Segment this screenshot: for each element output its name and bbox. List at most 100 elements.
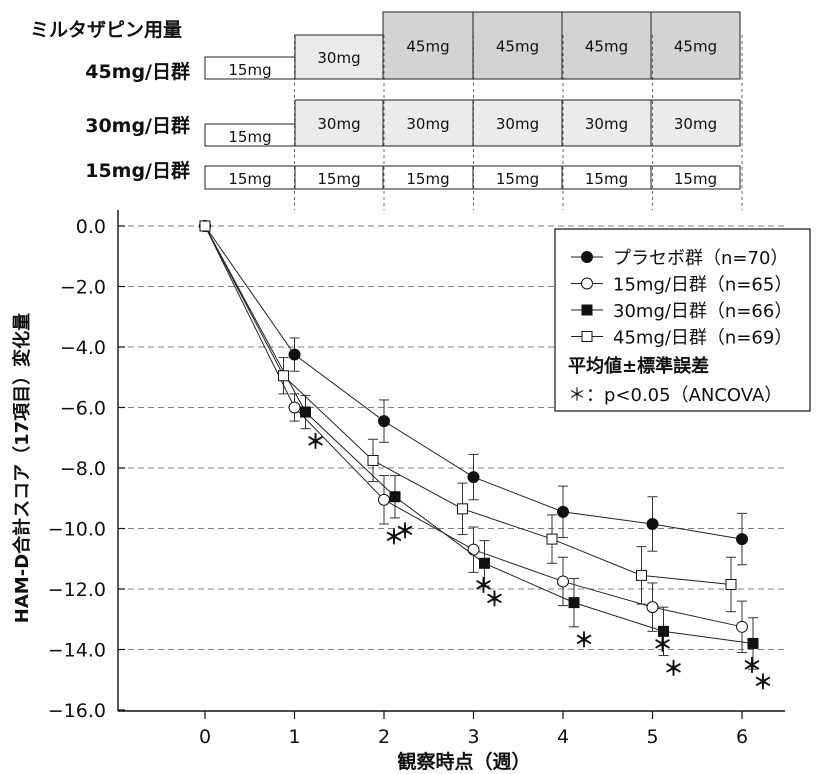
dose-cell [294,99,384,147]
significance-asterisk: ＊ [653,632,673,656]
significance-marks: ＊＊＊＊＊＊ ＊＊ ＊＊ [306,430,774,694]
y-tick-label: −4.0 [60,337,106,359]
y-tick-label: −8.0 [60,458,106,480]
x-tick-label: 5 [646,726,658,748]
data-point [288,348,301,361]
x-tick-label: 4 [557,726,569,748]
data-point [389,491,401,503]
legend-label: 30mg/日群（n=66） [613,301,792,322]
data-point [278,370,289,382]
data-point [736,533,748,546]
significance-note: ＊：p<0.05（ANCOVA） [568,385,782,406]
x-tick-label: 1 [288,726,300,748]
data-point [557,575,569,588]
dose-cell-label: 30mg [406,115,449,133]
plot-area: 0.0 −2.0 −4.0 −6.0 −8.0 −10.0 −12.0 −14.0 −16.0 0… [48,210,785,748]
x-tick-label: 6 [736,726,748,748]
dose-cell-label: 15mg [228,170,271,188]
dose-cell [382,11,474,80]
dose-schedule-title: ミルタザピン用量 [30,19,182,41]
data-point [467,543,480,556]
data-point [378,493,390,506]
dose-cell-label: 45mg [585,38,628,56]
x-tick-label: 2 [378,726,390,748]
significance-asterisk: ＊ [395,519,415,543]
legend-box [554,228,811,412]
dose-cell-label: 30mg [317,49,360,67]
data-point [288,401,301,414]
week-guide-lines [294,35,743,210]
data-point [199,220,211,232]
x-axis-label: 観察時点（週） [397,750,530,773]
y-tick-label: −6.0 [60,398,106,420]
dose-cell-label: 15mg [317,170,360,188]
dose-cell-label: 45mg [674,38,717,56]
x-tick-label: 3 [467,726,479,748]
dose-schedule: ミルタザピン用量 45mg/日群 15mg 30mg 45mg 45mg 45mg 45mg… [30,11,741,190]
data-point [467,471,480,484]
dose-cell-label: 30mg [496,115,539,133]
dose-row-label: 30mg/日群 [85,114,190,137]
data-point [457,503,468,515]
series-3 [199,220,737,613]
legend-item: 15mg/日群（n=65） [571,275,792,296]
significance-asterisk: ＊ [742,654,762,678]
dose-cell [294,34,384,80]
dose-cell-label: 15mg [496,170,539,188]
series-2 [199,220,759,670]
legend-marker [581,331,593,342]
axes: 0.0 −2.0 −4.0 −6.0 −8.0 −10.0 −12.0 −14.0 −16.0 0… [48,210,785,748]
significance-asterisk: ＊ [664,657,684,681]
data-point [747,637,759,649]
dose-cell [472,11,563,80]
significance-asterisk: ＊ [306,430,326,454]
significance-asterisk: ＊ [574,628,594,652]
data-point [479,557,490,569]
legend-label: 15mg/日群（n=65） [613,275,792,296]
x-tick-label: 0 [199,726,211,748]
dose-cell-label: 30mg [585,115,628,133]
legend-label: 45mg/日群（n=69） [613,328,792,349]
dose-cell [650,165,741,190]
series-layer [199,220,759,670]
data-point [636,569,647,581]
dose-row-label: 15mg/日群 [85,159,190,182]
legend-item: 30mg/日群（n=66） [571,301,792,322]
dose-cell [561,11,652,80]
y-tick-label: 0.0 [76,216,106,238]
dose-row-label: 45mg/日群 [85,60,190,83]
legend-item: 45mg/日群（n=69） [571,328,792,349]
y-tick-label: −16.0 [48,700,106,722]
y-tick-label: −12.0 [48,579,106,601]
dose-cell-label: 45mg [496,38,539,56]
legend-note: 平均値±標準誤差 [568,355,709,377]
significance-asterisk: ＊ [384,525,404,549]
y-tick-label: −14.0 [48,640,106,662]
dose-cell-label: 15mg [674,170,717,188]
dose-cell-label: 45mg [406,38,449,56]
y-tick-label: −10.0 [48,519,106,541]
data-point [568,597,580,609]
dose-cell-label: 15mg [228,61,271,79]
data-point [546,533,558,545]
dose-cell [382,99,474,147]
dose-cell-label: 30mg [674,115,717,133]
data-point [736,620,748,633]
y-axis-label: HAM-D合計スコア（17項目）変化量 [11,313,33,623]
legend-item: プラセボ群（n=70） [571,248,788,269]
legend-marker [581,251,593,263]
dose-cell [561,99,652,147]
legend-marker [581,304,593,316]
legend: プラセボ群（n=70） 15mg/日群（n=65） 30mg/日群（n=66） 45m… [554,228,811,412]
legend-label: プラセボ群（n=70） [613,248,788,269]
data-point [367,454,379,466]
significance-asterisk: ＊ [485,587,505,611]
legend-items: プラセボ群（n=70） 15mg/日群（n=65） 30mg/日群（n=66） 45m… [571,248,792,349]
data-point [658,625,669,637]
dose-cell [472,99,563,147]
significance-asterisk: ＊ [474,573,494,597]
significance-asterisk: ＊ [753,670,773,694]
data-point [557,505,569,518]
legend-marker [581,277,593,290]
